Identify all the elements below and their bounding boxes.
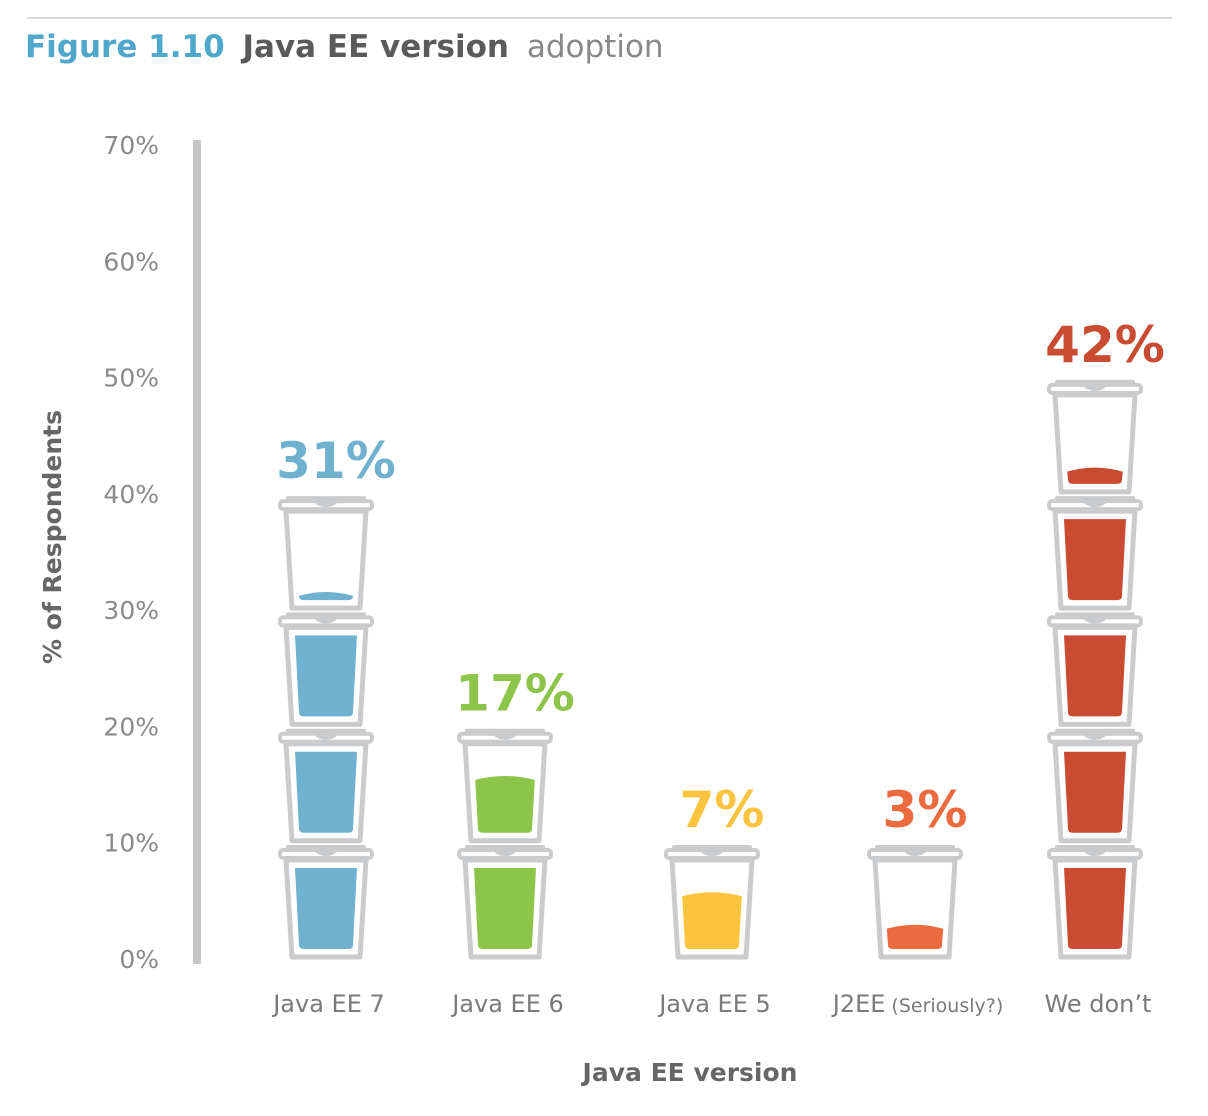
y-tick-label: 10% — [103, 829, 159, 858]
cup-body — [283, 508, 369, 611]
category-label: Java EE 7 — [271, 990, 385, 1018]
value-label: 7% — [680, 781, 765, 839]
value-labels: 31% 17% 7% 3% 42% — [276, 316, 1165, 839]
cup-fill — [475, 776, 535, 833]
cup-fill — [474, 868, 536, 949]
cup-body — [1052, 508, 1138, 611]
cup-body — [283, 741, 369, 844]
cup-fill — [1067, 467, 1123, 484]
x-axis-title: Java EE version — [581, 1058, 798, 1087]
value-label: 3% — [883, 781, 968, 839]
category-note: (Seriously?) — [891, 995, 1003, 1017]
cup-body — [1052, 857, 1138, 960]
value-label: 42% — [1045, 316, 1165, 374]
category-name: We don’t — [1045, 990, 1152, 1018]
value-label: 31% — [276, 432, 396, 490]
cup-fill — [298, 592, 354, 601]
y-tick-labels: 0% 10% 20% 30% 40% 50% 60% 70% — [103, 131, 159, 974]
cup-body — [462, 857, 548, 960]
category-label: We don’t — [1045, 990, 1152, 1018]
category-label: J2EE (Seriously?) — [831, 990, 1004, 1018]
y-tick-label: 0% — [119, 945, 159, 974]
cup-stacks — [278, 379, 1143, 960]
cup-stack — [278, 496, 374, 960]
figure-title-bold: Java EE version — [241, 29, 509, 65]
cup-body — [1052, 392, 1138, 495]
category-label: Java EE 5 — [657, 990, 771, 1018]
category-name: Java EE 5 — [657, 990, 771, 1018]
category-name: Java EE 7 — [271, 990, 385, 1018]
cup-stack — [1047, 379, 1143, 960]
cup-stack — [457, 728, 553, 960]
cup-stack — [867, 845, 963, 960]
cup-body — [1052, 624, 1138, 727]
cup-body — [1052, 741, 1138, 844]
figure-label: Figure 1.10 — [25, 29, 225, 65]
cup-body — [872, 857, 958, 960]
cup-fill — [682, 892, 742, 949]
y-tick-label: 60% — [103, 247, 159, 276]
cup-body — [283, 857, 369, 960]
cup-fill — [1064, 751, 1126, 833]
y-axis-title: % of Respondents — [38, 410, 67, 664]
category-name: J2EE — [831, 990, 886, 1018]
cup-fill — [1064, 868, 1126, 949]
cup-fill — [295, 635, 357, 717]
cup-fill — [886, 924, 944, 949]
figure-title-light: adoption — [527, 29, 664, 65]
category-name: Java EE 6 — [450, 990, 564, 1018]
cup-body — [462, 741, 548, 844]
y-tick-label: 40% — [103, 480, 159, 509]
y-tick-label: 30% — [103, 596, 159, 625]
y-tick-label: 70% — [103, 131, 159, 160]
category-label: Java EE 6 — [450, 990, 564, 1018]
y-tick-label: 50% — [103, 364, 159, 393]
cup-fill — [1064, 519, 1126, 601]
cup-fill — [295, 868, 357, 949]
cup-fill — [1064, 635, 1126, 717]
cup-stack — [664, 845, 760, 960]
category-labels: Java EE 7 Java EE 6 Java EE 5 J2EE (Seriousl… — [271, 990, 1151, 1018]
value-label: 17% — [455, 665, 575, 723]
cup-fill — [295, 751, 357, 833]
y-tick-label: 20% — [103, 712, 159, 741]
figure-title: Figure 1.10 Java EE version adoption — [25, 29, 664, 65]
cup-body — [283, 624, 369, 727]
cup-body — [669, 857, 755, 960]
